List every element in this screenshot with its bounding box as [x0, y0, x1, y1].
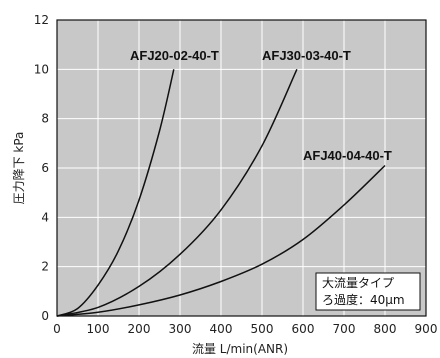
x-axis-title: 流量 L/min(ANR) — [192, 342, 288, 356]
plot-border — [56, 19, 427, 317]
x-tick-0: 0 — [53, 322, 61, 336]
x-tick-3: 300 — [169, 322, 192, 336]
series-line-2 — [56, 164, 386, 317]
y-tick-5: 10 — [34, 62, 49, 76]
y-tick-labels: 0 2 4 6 8 10 12 — [34, 13, 49, 323]
series-label-afj40: AFJ40-04-40-T — [303, 148, 392, 163]
x-tick-1: 100 — [87, 322, 110, 336]
y-tick-0: 0 — [41, 309, 49, 323]
series-label-afj30: AFJ30-03-40-T — [262, 48, 351, 63]
y-tick-1: 2 — [41, 260, 49, 274]
note-line-1: 大流量タイプ — [322, 276, 394, 290]
y-tick-3: 6 — [41, 161, 49, 175]
x-tick-9: 900 — [415, 322, 438, 336]
x-tick-6: 600 — [292, 322, 315, 336]
y-axis-title: 圧力降下 kPa — [12, 132, 26, 205]
series-line-1 — [56, 68, 298, 317]
series-label-afj20: AFJ20-02-40-T — [130, 48, 219, 63]
x-tick-7: 700 — [333, 322, 356, 336]
x-tick-8: 800 — [374, 322, 397, 336]
x-tick-4: 400 — [210, 322, 233, 336]
y-tick-2: 4 — [41, 210, 49, 224]
x-tick-labels: 0 100 200 300 400 500 600 700 800 900 — [53, 322, 437, 336]
y-tick-4: 8 — [41, 112, 49, 126]
series-line-0 — [56, 69, 175, 317]
series-lines — [56, 68, 386, 317]
y-tick-6: 12 — [34, 13, 49, 27]
x-tick-5: 500 — [251, 322, 274, 336]
note-line-2: ろ過度：40μm — [322, 292, 405, 307]
note-box: 大流量タイプ ろ過度：40μm — [315, 272, 421, 311]
x-tick-2: 200 — [128, 322, 151, 336]
